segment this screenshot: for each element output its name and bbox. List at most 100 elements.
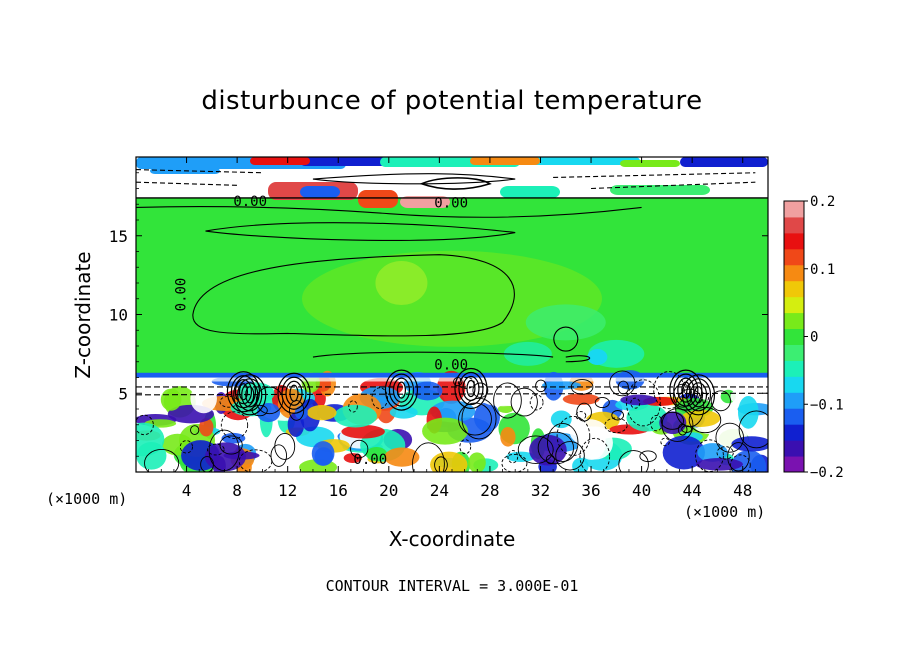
contour-eddy (245, 386, 255, 404)
contour-eddy (681, 374, 716, 416)
upper-patch (620, 160, 680, 167)
contour-eddy (575, 411, 587, 421)
colorbar-swatch (784, 344, 804, 361)
upper-disturbance (300, 186, 340, 198)
contour-eddy (727, 442, 750, 472)
contour-eddy (693, 386, 704, 404)
contour-eddy (219, 395, 239, 408)
contour-lines (136, 169, 768, 472)
upper-patch (680, 157, 768, 167)
contour-label: 0.00 (434, 358, 468, 374)
contour-eddy (570, 379, 594, 395)
contour-eddy (594, 397, 610, 409)
contour-eddy (510, 387, 538, 417)
contour-eddy (459, 439, 472, 455)
contour-eddy (388, 373, 415, 407)
contour-eddy (689, 382, 708, 408)
contour-eddy (501, 453, 528, 472)
turbulent-cell (190, 383, 217, 414)
cool-core (587, 349, 608, 366)
upper-disturbance (500, 186, 560, 198)
contour-eddy (461, 397, 497, 440)
contour-eddy (396, 381, 407, 399)
turbulent-cell (256, 402, 281, 423)
contour-eddy (537, 431, 575, 465)
contour-eddy (517, 435, 554, 464)
cool-patch (503, 341, 552, 366)
colorbar-tick-label: 0 (810, 330, 818, 346)
contour-eddy (288, 400, 305, 421)
contour-eddy (234, 379, 253, 405)
colorbar-swatch (784, 216, 804, 234)
contour-eddy (685, 378, 712, 412)
colorbar-swatch (784, 201, 804, 218)
contour-eddy (556, 415, 591, 456)
turbulent-cell (366, 447, 388, 462)
interface-band (136, 377, 768, 382)
contour-eddy (545, 454, 555, 465)
contour-eddy (579, 437, 611, 472)
contour-eddy (677, 377, 695, 403)
turbulent-cell (500, 427, 516, 447)
turbulent-cell (430, 451, 468, 472)
colorbar-swatch (784, 280, 804, 298)
x-tick-label: 28 (480, 481, 499, 500)
contour-eddy (384, 369, 419, 411)
colorbar-swatch (784, 360, 804, 377)
y-tick-label: 15 (109, 227, 128, 246)
contour-eddy (179, 440, 193, 454)
turbulent-cell (541, 380, 582, 390)
x-axis-label: X-coordinate (388, 527, 516, 551)
contour-eddy (466, 379, 476, 398)
contour-eddy (618, 450, 649, 472)
colorbar-swatch (784, 408, 804, 425)
turbulent-cell (384, 447, 420, 467)
contour-label: 0.00 (434, 195, 468, 211)
contour-eddy (190, 425, 200, 435)
contour-line (565, 355, 591, 363)
contour-label: 0.00 (233, 194, 267, 210)
contour-eddy (730, 454, 751, 472)
y-axis-label: Z-coordinate (71, 251, 95, 379)
colorbar-swatch (784, 264, 804, 282)
contour-eddy (660, 437, 670, 447)
contour-eddy (206, 443, 225, 456)
contour-eddy (715, 422, 744, 453)
x-unit-label-right: (×1000 m) (684, 503, 766, 521)
colorbar-swatch (784, 456, 804, 473)
turbulent-cell (737, 396, 759, 429)
x-unit-label-left: (×1000 m) (46, 490, 128, 508)
turbulent-cell (473, 402, 500, 432)
turbulent-cell (294, 405, 308, 420)
x-tick-label: 36 (581, 481, 600, 500)
upper-patch (250, 157, 310, 165)
contour-eddy (660, 411, 684, 430)
contour-eddy (220, 411, 249, 439)
warm-core (375, 261, 428, 305)
contour-eddy (285, 380, 303, 406)
turbulent-cell (160, 388, 182, 411)
contour-eddy (688, 406, 722, 434)
contour-eddy (434, 456, 448, 472)
x-tick-label: 32 (531, 481, 550, 500)
contour-eddy (392, 377, 411, 403)
colorbar-swatch (784, 312, 804, 330)
contour-line (136, 206, 642, 218)
turbulent-cell (550, 410, 572, 429)
x-tick-label: 24 (430, 481, 449, 500)
colorbar-swatch (784, 248, 804, 266)
contour-eddy (289, 384, 299, 402)
upper-disturbance (610, 185, 710, 195)
contour-eddy (371, 387, 389, 409)
contour-eddy (716, 446, 734, 460)
x-tick-label: 8 (232, 481, 242, 500)
contour-eddy (454, 367, 488, 410)
interface-band (136, 372, 768, 378)
turbulent-cell (422, 417, 469, 445)
contour-eddy (695, 439, 724, 472)
x-tick-label: 44 (683, 481, 702, 500)
contour-eddy (617, 380, 629, 395)
contour-line (419, 177, 492, 190)
contour-eddy (237, 378, 263, 412)
